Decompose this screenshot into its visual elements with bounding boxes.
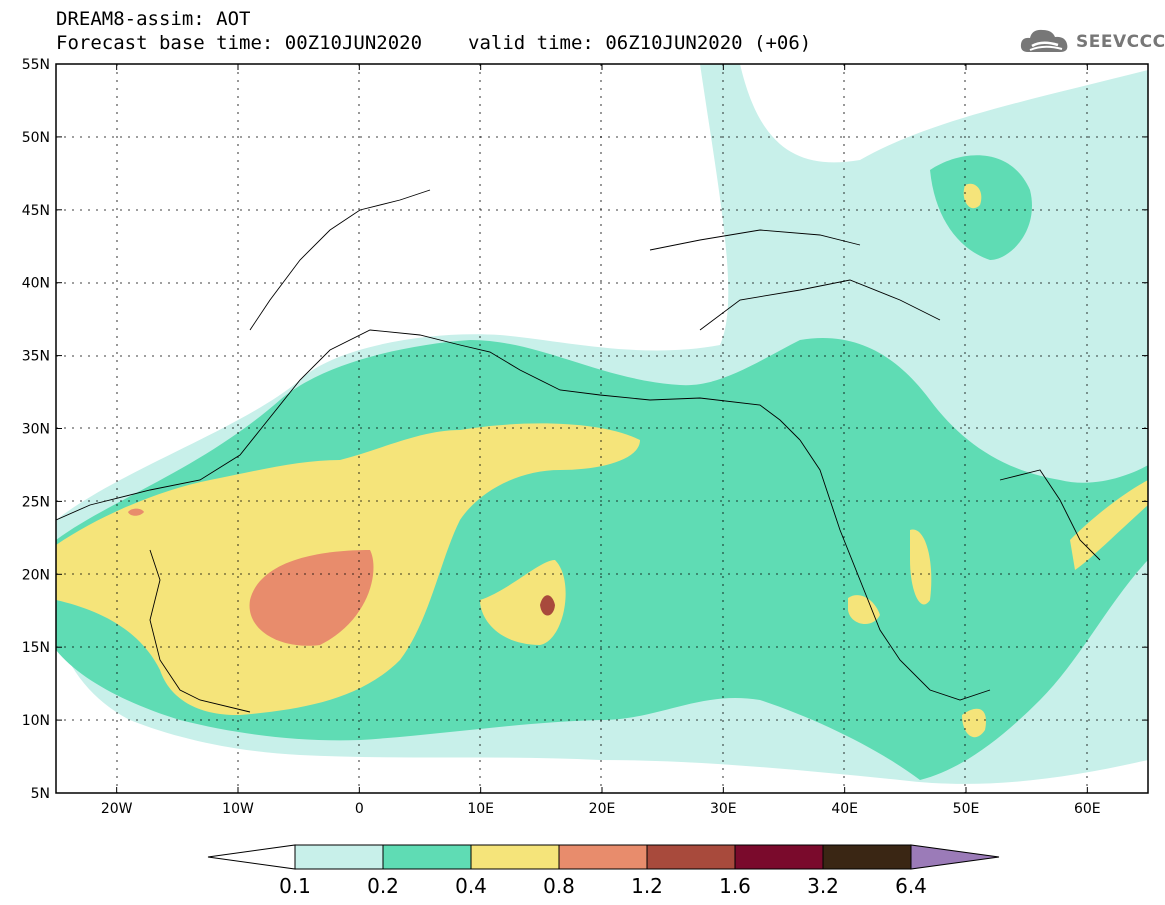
lon-tick-label: 30E bbox=[710, 801, 737, 817]
aot-level-1.2 bbox=[540, 595, 555, 616]
cloud-icon bbox=[1020, 29, 1068, 52]
lat-tick-label: 45N bbox=[22, 203, 50, 219]
colorbar-level-label: 0.4 bbox=[455, 874, 487, 898]
lat-tick-label: 20N bbox=[22, 567, 50, 583]
graticule bbox=[56, 64, 1148, 793]
map-title: DREAM8-assim: AOT bbox=[56, 8, 251, 30]
colorbar-level-label: 0.8 bbox=[543, 874, 575, 898]
lat-tick-label: 55N bbox=[22, 57, 50, 73]
lat-tick-label: 35N bbox=[22, 349, 50, 365]
colorbar-level-label: 6.4 bbox=[895, 874, 927, 898]
lon-axis: 20W 10W 0 10E 20E 30E 40E 50E 60E bbox=[101, 64, 1101, 817]
lat-tick-label: 40N bbox=[22, 276, 50, 292]
lon-tick-label: 60E bbox=[1074, 801, 1101, 817]
lon-tick-label: 50E bbox=[953, 801, 980, 817]
colorbar-under-triangle bbox=[207, 844, 296, 870]
coastlines bbox=[56, 189, 1101, 713]
colorbar-swatch bbox=[382, 844, 472, 870]
seevccc-logo: SEEVCCC bbox=[1018, 24, 1165, 58]
lat-tick-label: 10N bbox=[22, 713, 50, 729]
colorbar-level-label: 0.1 bbox=[279, 874, 311, 898]
lat-tick-label: 15N bbox=[22, 640, 50, 656]
lon-tick-label: 10E bbox=[467, 801, 494, 817]
colorbar: 0.1 0.2 0.4 0.8 1.2 1.6 3.2 6.4 bbox=[207, 844, 1000, 898]
colorbar-swatch bbox=[734, 844, 824, 870]
aot-contours bbox=[56, 64, 1148, 784]
lon-tick-label: 20E bbox=[589, 801, 616, 817]
colorbar-over-triangle bbox=[910, 844, 1000, 870]
lat-tick-label: 50N bbox=[22, 130, 50, 146]
lon-tick-label: 40E bbox=[831, 801, 858, 817]
lon-tick-label: 20W bbox=[101, 801, 133, 817]
colorbar-level-label: 3.2 bbox=[807, 874, 839, 898]
lon-tick-label: 10W bbox=[222, 801, 254, 817]
colorbar-level-label: 1.6 bbox=[719, 874, 751, 898]
lat-tick-label: 30N bbox=[22, 422, 50, 438]
map-subtitle: Forecast base time: 00Z10JUN2020 valid ti… bbox=[56, 32, 811, 54]
base-time: Forecast base time: 00Z10JUN2020 bbox=[56, 32, 423, 54]
lat-axis: 55N 50N 45N 40N 35N 30N 25N 20N 15N 10N 5N bbox=[22, 57, 1148, 802]
colorbar-level-label: 0.2 bbox=[367, 874, 399, 898]
colorbar-swatch bbox=[470, 844, 560, 870]
lat-tick-label: 5N bbox=[31, 786, 50, 802]
lon-tick-label: 0 bbox=[355, 801, 364, 817]
colorbar-swatch bbox=[646, 844, 736, 870]
logo-text: SEEVCCC bbox=[1076, 32, 1165, 52]
lat-tick-label: 25N bbox=[22, 494, 50, 510]
colorbar-swatch bbox=[558, 844, 648, 870]
colorbar-level-label: 1.2 bbox=[631, 874, 663, 898]
colorbar-swatch bbox=[294, 844, 384, 870]
colorbar-swatch bbox=[822, 844, 912, 870]
valid-time: valid time: 06Z10JUN2020 (+06) bbox=[468, 32, 812, 54]
